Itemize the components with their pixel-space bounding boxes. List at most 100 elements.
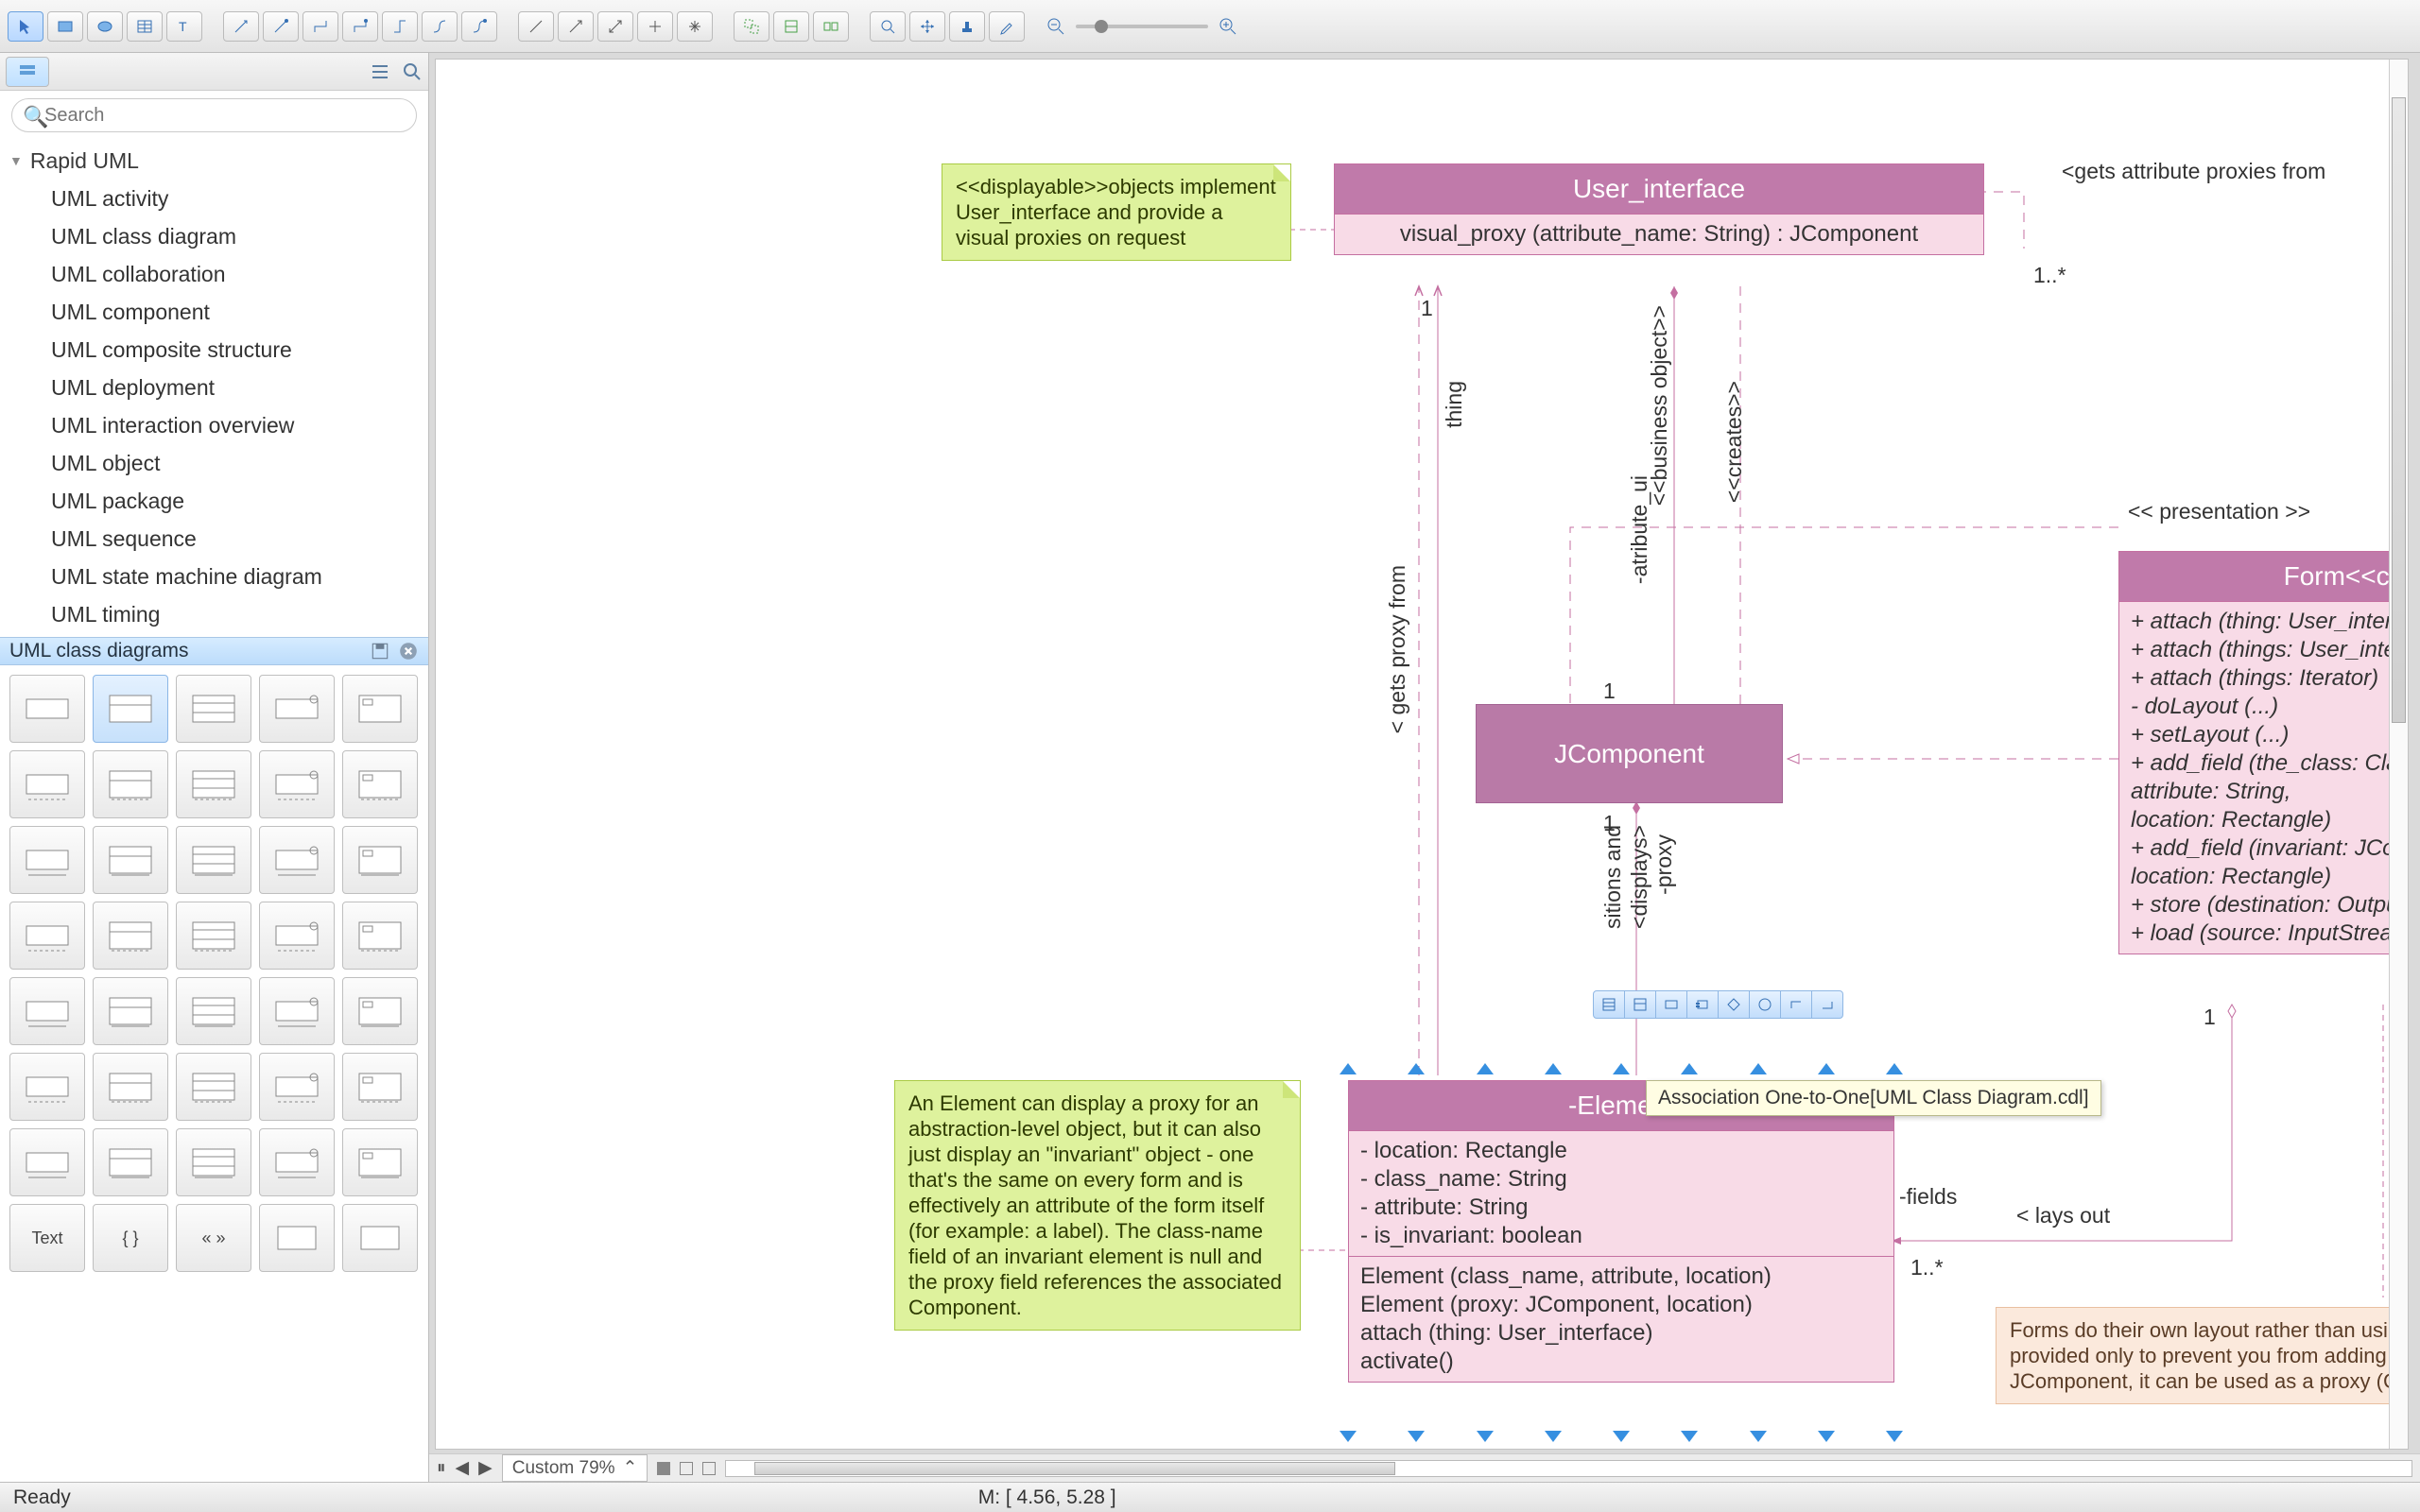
outline-icon[interactable] [364, 58, 396, 86]
shape-thumb[interactable] [342, 1053, 418, 1121]
class-user-interface[interactable]: User_interface visual_proxy (attribute_n… [1334, 163, 1984, 255]
zoom-in-icon[interactable] [1218, 16, 1238, 37]
shape-thumb[interactable] [259, 675, 335, 743]
note-element[interactable]: An Element can display a proxy for an ab… [894, 1080, 1301, 1331]
footer-prev-icon[interactable]: ◀ [456, 1457, 470, 1479]
tree-item[interactable]: UML sequence [51, 520, 428, 558]
shape-thumb[interactable] [93, 977, 168, 1045]
shape-thumb[interactable] [342, 1128, 418, 1196]
shape-thumb[interactable] [93, 1053, 168, 1121]
zoom-readout[interactable]: Custom 79%⌃ [502, 1454, 648, 1482]
view-mode-2[interactable] [680, 1462, 693, 1475]
shape-thumb[interactable] [93, 902, 168, 970]
group-tool-1[interactable] [734, 11, 769, 42]
ellipse-tool[interactable] [87, 11, 123, 42]
shape-thumb[interactable] [93, 826, 168, 894]
panel-save-icon[interactable] [370, 641, 390, 662]
conn-tool-4[interactable] [342, 11, 378, 42]
shape-thumb[interactable] [342, 750, 418, 818]
mt-4[interactable] [1686, 990, 1719, 1019]
pan-tool[interactable] [909, 11, 945, 42]
shape-thumb[interactable] [93, 750, 168, 818]
shape-thumb[interactable] [9, 977, 85, 1045]
line-tool-5[interactable] [677, 11, 713, 42]
sidebar-search-icon[interactable] [396, 58, 428, 86]
search-input[interactable] [11, 98, 417, 132]
shape-thumb-text[interactable]: { } [93, 1204, 168, 1272]
conn-tool-1[interactable] [223, 11, 259, 42]
tree-item[interactable]: UML composite structure [51, 331, 428, 369]
tree-item[interactable]: UML activity [51, 180, 428, 217]
conn-tool-6[interactable] [422, 11, 458, 42]
conn-tool-5[interactable] [382, 11, 418, 42]
shape-thumb[interactable] [176, 750, 251, 818]
shape-thumb[interactable] [9, 1128, 85, 1196]
tree-item[interactable]: UML collaboration [51, 255, 428, 293]
shape-thumb[interactable] [9, 675, 85, 743]
text-tool[interactable]: T [166, 11, 202, 42]
shape-thumb[interactable] [9, 902, 85, 970]
shape-thumb-text[interactable] [259, 1204, 335, 1272]
shape-thumb[interactable] [259, 1053, 335, 1121]
shape-thumb[interactable] [176, 826, 251, 894]
conn-tool-2[interactable] [263, 11, 299, 42]
group-tool-3[interactable] [813, 11, 849, 42]
line-tool-2[interactable] [558, 11, 594, 42]
table-tool[interactable] [127, 11, 163, 42]
shape-thumb[interactable] [259, 902, 335, 970]
line-tool-4[interactable] [637, 11, 673, 42]
shape-thumb[interactable] [342, 977, 418, 1045]
pointer-tool[interactable] [8, 11, 43, 42]
shape-thumb-text[interactable] [342, 1204, 418, 1272]
group-tool-2[interactable] [773, 11, 809, 42]
note-form[interactable]: Forms do their own layout rather than us… [1996, 1307, 2409, 1404]
shape-thumb[interactable] [259, 977, 335, 1045]
diagram-canvas[interactable]: <<displayable>>objects implement User_in… [435, 59, 2409, 1450]
footer-pause-icon[interactable]: ⏸ [437, 1458, 446, 1479]
tree-item[interactable]: UML package [51, 482, 428, 520]
rect-tool[interactable] [47, 11, 83, 42]
conn-tool-7[interactable] [461, 11, 497, 42]
shape-thumb[interactable] [9, 750, 85, 818]
shape-thumb[interactable] [259, 750, 335, 818]
library-tab[interactable] [6, 57, 49, 87]
shape-thumb[interactable] [93, 1128, 168, 1196]
shape-thumb[interactable] [176, 902, 251, 970]
note-displayable[interactable]: <<displayable>>objects implement User_in… [942, 163, 1291, 261]
shape-thumb[interactable] [342, 675, 418, 743]
class-form[interactable]: Form<<control>> + attach (thing: User_in… [2118, 551, 2409, 954]
tree-item[interactable]: UML state machine diagram [51, 558, 428, 595]
shape-thumb[interactable] [93, 675, 168, 743]
mt-5[interactable] [1718, 990, 1750, 1019]
canvas-hscroll[interactable] [725, 1460, 2412, 1477]
shape-thumb-text[interactable]: Text [9, 1204, 85, 1272]
zoom-out-icon[interactable] [1046, 16, 1066, 37]
tree-item[interactable]: UML component [51, 293, 428, 331]
shape-thumb[interactable] [176, 1128, 251, 1196]
view-mode-3[interactable] [702, 1462, 716, 1475]
shape-thumb-text[interactable]: « » [176, 1204, 251, 1272]
zoom-slider[interactable] [1046, 16, 1238, 37]
element-mini-toolbar[interactable] [1594, 990, 1843, 1019]
canvas-vscroll[interactable] [2389, 60, 2408, 1449]
zoom-select-tool[interactable] [870, 11, 906, 42]
tree-item[interactable]: UML timing [51, 595, 428, 633]
shape-thumb[interactable] [342, 902, 418, 970]
panel-close-icon[interactable] [398, 641, 419, 662]
mt-2[interactable] [1624, 990, 1656, 1019]
tree-item[interactable]: UML object [51, 444, 428, 482]
tree-root[interactable]: Rapid UML [9, 142, 428, 180]
shape-thumb[interactable] [176, 977, 251, 1045]
mt-1[interactable] [1593, 990, 1625, 1019]
mt-3[interactable] [1655, 990, 1687, 1019]
shape-thumb[interactable] [176, 1053, 251, 1121]
stamp-tool[interactable] [949, 11, 985, 42]
conn-tool-3[interactable] [302, 11, 338, 42]
shape-thumb[interactable] [9, 826, 85, 894]
footer-next-icon[interactable]: ▶ [478, 1457, 493, 1479]
shape-thumb[interactable] [259, 826, 335, 894]
view-mode-1[interactable] [657, 1462, 670, 1475]
mt-6[interactable] [1749, 990, 1781, 1019]
shape-thumb[interactable] [259, 1128, 335, 1196]
line-tool-1[interactable] [518, 11, 554, 42]
